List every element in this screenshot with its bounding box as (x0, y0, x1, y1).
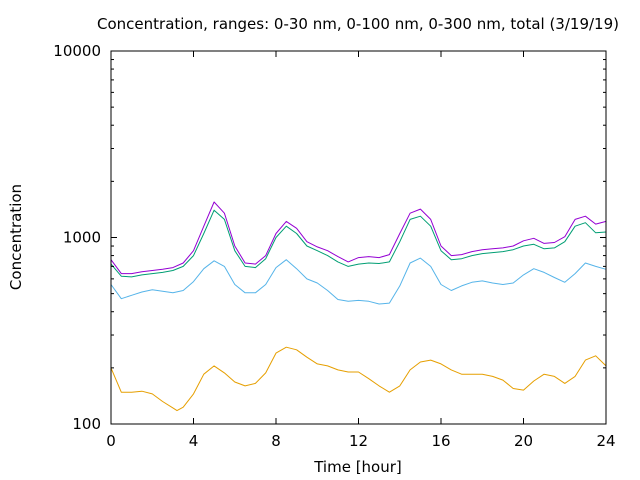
x-tick-label: 8 (271, 432, 281, 450)
x-axis-title: Time [hour] (313, 458, 402, 476)
y-tick-label: 10000 (53, 42, 101, 60)
x-tick-label: 20 (514, 432, 533, 450)
x-tick-label: 0 (106, 432, 116, 450)
y-tick-label: 1000 (63, 229, 101, 247)
series-line-4 (110, 201, 607, 275)
y-axis: 100 1000 10000 (53, 42, 606, 433)
series-line-1 (110, 346, 607, 412)
series-line-3 (110, 209, 607, 278)
x-axis: 0 4 8 12 16 20 24 (106, 51, 616, 450)
series-line-2 (110, 257, 607, 305)
series-layer (110, 201, 607, 412)
x-tick-label: 16 (431, 432, 450, 450)
plot-frame (110, 50, 607, 425)
x-tick-label: 24 (596, 432, 615, 450)
y-axis-title: Concentration (7, 184, 25, 290)
y-tick-label: 100 (72, 415, 101, 433)
x-tick-label: 12 (349, 432, 368, 450)
chart-title: Concentration, ranges: 0-30 nm, 0-100 nm… (97, 15, 619, 33)
x-tick-label: 4 (189, 432, 199, 450)
